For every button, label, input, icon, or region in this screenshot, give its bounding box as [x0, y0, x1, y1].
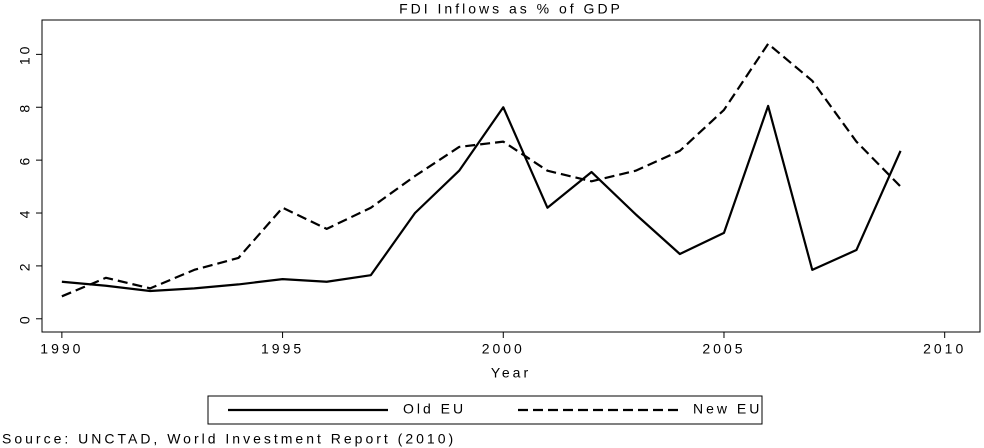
y-tick-label: 4	[17, 208, 33, 219]
x-tick-label: 2000	[482, 341, 525, 357]
y-tick-label: 2	[17, 260, 33, 271]
chart-title: FDI Inflows as % of GDP	[399, 1, 623, 17]
legend-label: Old EU	[403, 401, 466, 417]
series-line	[61, 42, 902, 298]
series-line	[61, 104, 902, 293]
x-tick-label: 1990	[40, 341, 83, 357]
x-axis-label: Year	[491, 365, 531, 381]
y-tick-label: 8	[17, 102, 33, 113]
x-tick-label: 2005	[702, 341, 745, 357]
legend-box	[207, 395, 763, 425]
y-tick-label: 0	[17, 313, 33, 324]
legend-label: New EU	[693, 401, 762, 417]
x-tick-label: 2010	[923, 341, 966, 357]
source-note: Source: UNCTAD, World Investment Report …	[2, 431, 456, 447]
plot-frame	[41, 19, 981, 333]
y-tick-label: 10	[17, 44, 33, 66]
y-tick-label: 6	[17, 155, 33, 166]
x-tick-label: 1995	[261, 341, 304, 357]
